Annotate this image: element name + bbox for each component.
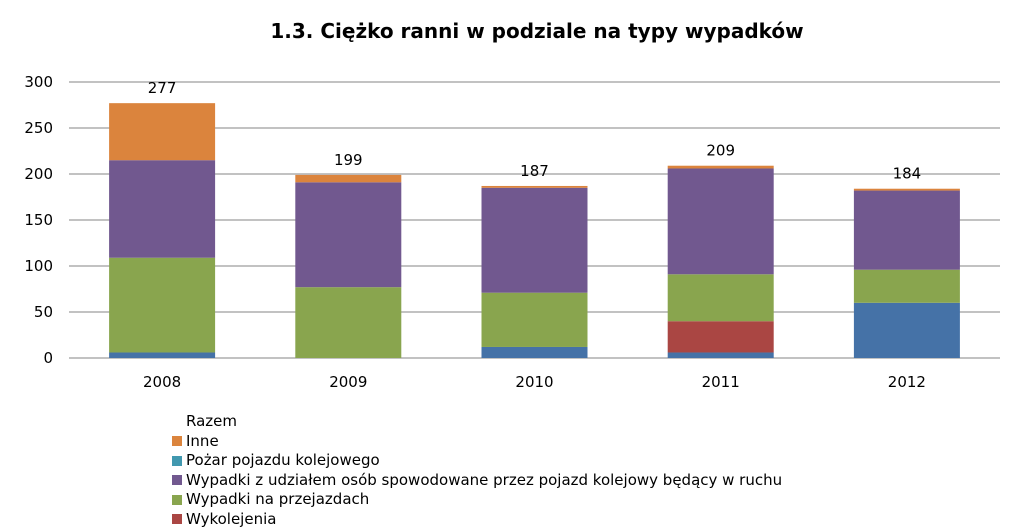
- legend: Razem Inne Pożar pojazdu kolejowego Wypadki…: [172, 412, 782, 529]
- y-tick-label: 0: [43, 349, 53, 367]
- bar-segment: [667, 165, 774, 169]
- bar-segment: [853, 269, 960, 303]
- bar-segment: [109, 257, 216, 353]
- legend-item: Wypadki z udziałem osób spowodowane prze…: [172, 471, 782, 491]
- y-tick-label: 250: [24, 119, 53, 137]
- bar-segment: [667, 168, 774, 275]
- total-label: 187: [520, 162, 549, 180]
- x-axis-ticks: 2008 2009 2010 2011 2012: [143, 373, 926, 391]
- legend-swatch: [172, 475, 182, 486]
- chart-title: 1.3. Ciężko ranni w podziale na typy wyp…: [270, 19, 804, 43]
- legend-item: Inne: [172, 432, 782, 452]
- bar-segment: [481, 292, 588, 347]
- bar-segment: [109, 352, 216, 358]
- bar-segment: [853, 302, 960, 358]
- bar-segment: [295, 174, 402, 183]
- total-labels: 277 199 187 209 184: [148, 79, 921, 183]
- y-axis-ticks: 0 50 100 150 200 250 300: [24, 73, 53, 367]
- legend-label: Wypadki z udziałem osób spowodowane prze…: [186, 470, 783, 489]
- total-label: 277: [148, 79, 177, 97]
- legend-label: Razem: [186, 412, 237, 430]
- bar-segment: [853, 188, 960, 191]
- x-tick-label: 2008: [143, 373, 181, 391]
- legend-label: Wykolejenia: [186, 509, 277, 528]
- legend-swatch: [172, 436, 182, 447]
- legend-label: Pożar pojazdu kolejowego: [186, 451, 380, 469]
- bar-segment: [295, 287, 402, 358]
- bar-segment: [667, 321, 774, 353]
- y-tick-label: 150: [24, 211, 53, 229]
- bar-segment: [667, 352, 774, 358]
- bars: [109, 103, 960, 358]
- total-label: 209: [706, 142, 735, 160]
- legend-swatch: [172, 494, 182, 505]
- bar-segment: [667, 274, 774, 322]
- y-tick-label: 200: [24, 165, 53, 183]
- y-tick-label: 50: [34, 303, 53, 321]
- bar-segment: [481, 185, 588, 188]
- legend-item: Pożar pojazdu kolejowego: [172, 451, 782, 471]
- legend-swatch: [172, 417, 182, 427]
- legend-item: Wykolejenia: [172, 510, 782, 530]
- x-tick-label: 2010: [515, 373, 553, 391]
- bar-segment: [481, 187, 588, 293]
- total-label: 184: [893, 165, 922, 183]
- legend-swatch: [172, 514, 182, 525]
- y-tick-label: 100: [24, 257, 53, 275]
- legend-item: Wypadki na przejazdach: [172, 490, 782, 510]
- legend-item: Razem: [172, 412, 782, 432]
- bar-segment: [109, 103, 216, 161]
- x-tick-label: 2012: [888, 373, 926, 391]
- total-label: 199: [334, 151, 363, 169]
- x-tick-label: 2009: [329, 373, 367, 391]
- legend-label: Inne: [186, 431, 219, 450]
- legend-label: Wypadki na przejazdach: [186, 490, 370, 508]
- bar-segment: [109, 160, 216, 258]
- bar-segment: [481, 346, 588, 358]
- y-tick-label: 300: [24, 73, 53, 91]
- x-tick-label: 2011: [702, 373, 740, 391]
- bar-segment: [295, 182, 402, 288]
- bar-segment: [853, 190, 960, 270]
- legend-swatch: [172, 455, 182, 466]
